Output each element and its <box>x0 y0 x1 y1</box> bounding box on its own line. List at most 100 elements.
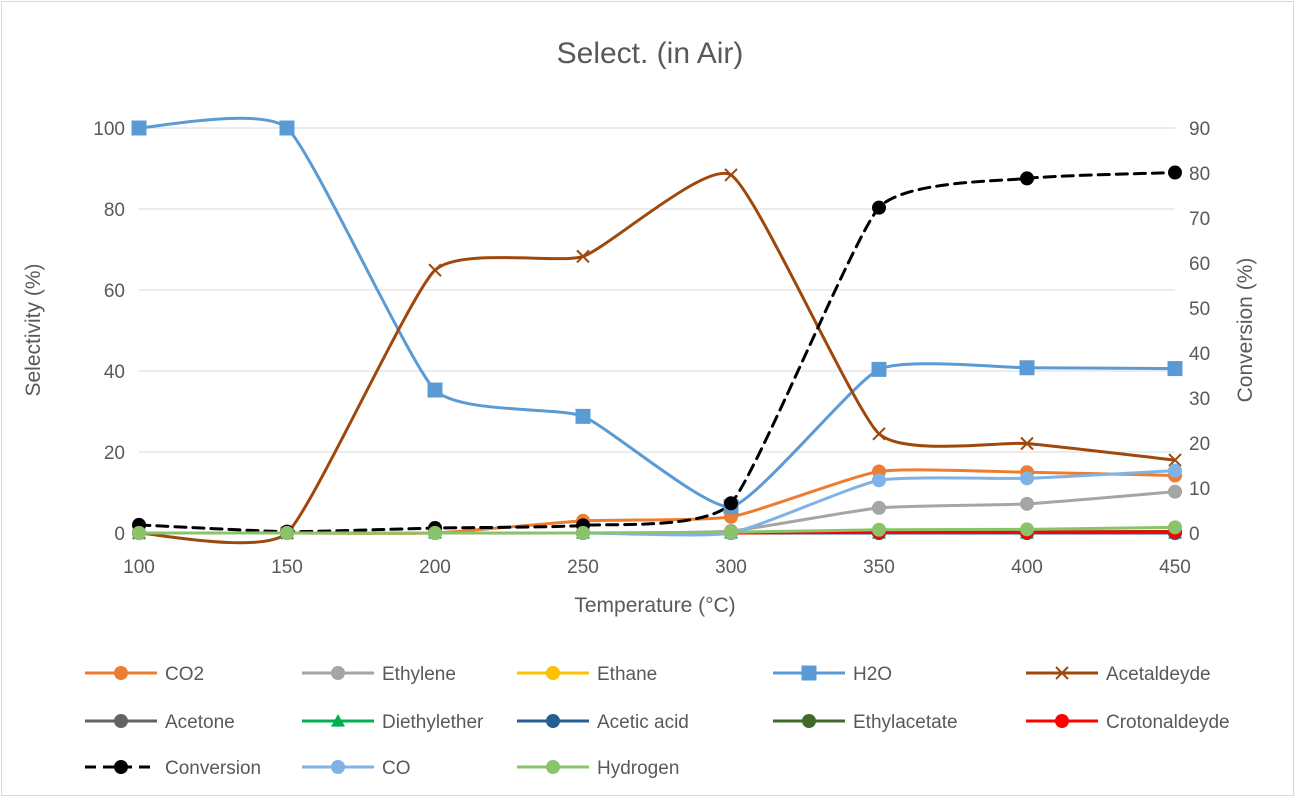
data-point-acetaldeyde <box>1020 436 1034 451</box>
legend-label: CO2 <box>165 664 204 685</box>
data-point-h2o <box>871 361 887 377</box>
legend-item-acetone: Acetone <box>85 712 235 733</box>
series-points-hydrogen <box>132 520 1182 540</box>
x-tick-label: 300 <box>715 557 747 578</box>
legend-item-ethylacetate: Ethylacetate <box>773 712 958 733</box>
legend-item-acetaldeyde: Acetaldeyde <box>1026 664 1211 685</box>
series-line-h2o <box>137 116 1177 509</box>
legend-label: Acetone <box>165 712 235 733</box>
y2-tick-label: 60 <box>1189 254 1210 275</box>
data-point-hydrogen <box>576 526 590 540</box>
legend-item-h2o: H2O <box>773 664 892 685</box>
legend-marker <box>546 666 560 680</box>
legend-label: Ethylacetate <box>853 712 958 733</box>
series-line-acetaldeyde <box>137 171 1177 545</box>
legend-label: Crotonaldeyde <box>1106 712 1230 733</box>
legend-marker <box>1055 714 1069 728</box>
x-tick-label: 200 <box>419 557 451 578</box>
legend-item-crotonaldeyde: Crotonaldeyde <box>1026 712 1230 733</box>
data-point-conversion <box>724 496 738 511</box>
legend-label: Acetic acid <box>597 712 689 733</box>
chart-title: Select. (in Air) <box>557 37 744 70</box>
data-point-h2o <box>279 120 295 136</box>
data-point-ethylene <box>1168 484 1182 499</box>
legend-label: Hydrogen <box>597 758 679 779</box>
legend-label: Ethylene <box>382 664 456 685</box>
y2-tick-label: 20 <box>1189 434 1210 455</box>
y2-axis-title: Conversion (%) <box>1234 258 1257 403</box>
data-point-h2o <box>131 120 147 136</box>
data-point-hydrogen <box>1168 520 1182 535</box>
data-point-co <box>872 473 886 488</box>
legend-label: Diethylether <box>382 712 484 733</box>
series-lines <box>137 116 1177 545</box>
legend: CO2 Ethylene Ethane H2O Acetaldeyde Acetone Di… <box>85 664 1230 779</box>
data-point-acetaldeyde <box>428 263 442 277</box>
legend-marker <box>546 760 560 774</box>
data-point-acetaldeyde <box>1168 453 1182 467</box>
y-tick-label: 0 <box>114 524 125 545</box>
y2-tick-label: 10 <box>1189 479 1210 500</box>
legend-item-acetic-acid: Acetic acid <box>517 712 689 733</box>
legend-label: Conversion <box>165 758 261 779</box>
data-point-hydrogen <box>872 522 886 537</box>
y2-tick-label: 50 <box>1189 299 1210 320</box>
data-point-h2o <box>575 408 591 424</box>
legend-marker <box>331 714 345 727</box>
x-tick-label: 250 <box>567 557 599 578</box>
legend-marker <box>331 666 345 680</box>
y2-tick-label: 0 <box>1189 524 1200 545</box>
legend-label: H2O <box>853 664 892 685</box>
data-point-hydrogen <box>428 526 442 540</box>
y2-tick-label: 30 <box>1189 389 1210 410</box>
legend-item-diethylether: Diethylether <box>302 712 484 733</box>
y-tick-label: 80 <box>104 200 125 221</box>
data-point-hydrogen <box>132 526 146 540</box>
x-axis-title: Temperature (°C) <box>574 594 735 617</box>
legend-item-co: CO <box>302 758 411 779</box>
legend-label: CO <box>382 758 411 779</box>
data-point-acetaldeyde <box>872 427 886 441</box>
legend-marker <box>802 714 816 728</box>
data-point-acetaldeyde <box>576 249 590 264</box>
data-point-acetaldeyde <box>724 168 738 182</box>
y-tick-label: 20 <box>104 443 125 464</box>
data-point-h2o <box>1019 360 1035 376</box>
y-tick-label: 100 <box>93 119 125 140</box>
y2-tick-label: 90 <box>1189 119 1210 140</box>
legend-marker <box>114 714 128 728</box>
legend-label: Acetaldeyde <box>1106 664 1211 685</box>
legend-item-conversion: Conversion <box>85 758 261 779</box>
data-point-co <box>1168 463 1182 478</box>
legend-item-ethane: Ethane <box>517 664 657 685</box>
y2-tick-label: 70 <box>1189 209 1210 230</box>
legend-item-ethylene: Ethylene <box>302 664 456 685</box>
data-point-h2o <box>427 382 443 398</box>
legend-item-hydrogen: Hydrogen <box>517 758 679 779</box>
y-tick-label: 60 <box>104 281 125 302</box>
data-point-co <box>1020 471 1034 486</box>
data-point-conversion <box>1020 171 1034 186</box>
y-tick-label: 40 <box>104 362 125 383</box>
x-tick-label: 400 <box>1011 557 1043 578</box>
x-tick-label: 450 <box>1159 557 1191 578</box>
legend-item-co2: CO2 <box>85 664 204 685</box>
legend-marker <box>801 665 817 681</box>
data-point-ethylene <box>1020 496 1034 511</box>
y-axis-title: Selectivity (%) <box>22 263 45 396</box>
x-tick-label: 100 <box>123 557 155 578</box>
series-points-h2o <box>131 120 1183 515</box>
x-tick-label: 150 <box>271 557 303 578</box>
data-point-conversion <box>1168 165 1182 180</box>
data-point-h2o <box>1167 361 1183 377</box>
x-tick-label: 350 <box>863 557 895 578</box>
gridlines <box>139 127 1175 453</box>
y2-tick-label: 40 <box>1189 344 1210 365</box>
data-point-hydrogen <box>280 526 294 540</box>
legend-marker <box>114 760 128 774</box>
data-point-conversion <box>872 200 886 215</box>
legend-marker <box>546 714 560 728</box>
